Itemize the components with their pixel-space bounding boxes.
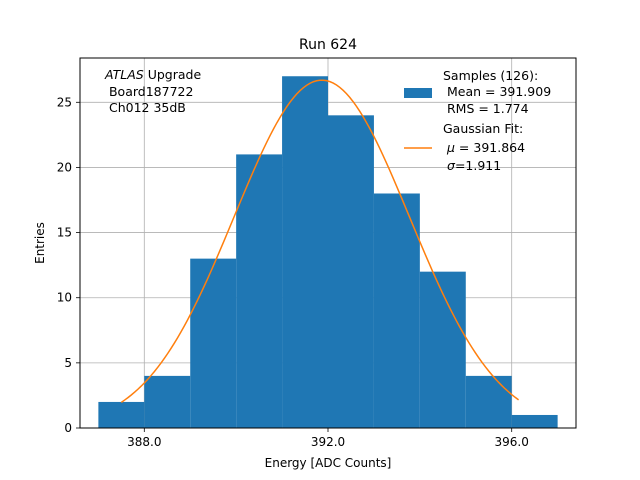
- legend-fit-line-2: μ = 391.864: [446, 140, 525, 155]
- y-axis-label: Entries: [33, 222, 47, 264]
- y-tick-label: 0: [64, 421, 72, 435]
- mu-value: = 391.864: [455, 140, 525, 155]
- histogram-bar: [465, 375, 512, 428]
- chart-title: Run 624: [299, 37, 357, 53]
- legend-samples-line-2: Mean = 391.909: [443, 84, 551, 99]
- legend-samples-line-1: Samples (126):: [443, 68, 538, 83]
- legend-samples-line-3: RMS = 1.774: [443, 101, 529, 116]
- sigma-symbol: σ: [447, 158, 456, 173]
- upgrade-label: Upgrade: [144, 67, 202, 82]
- x-axis-label: Energy [ADC Counts]: [265, 456, 392, 470]
- histogram-bar: [236, 154, 283, 428]
- y-axis-ticks: 0 5 10 15 20 25: [57, 95, 80, 435]
- y-tick-label: 20: [57, 160, 72, 174]
- atlas-label: ATLAS: [104, 67, 144, 82]
- y-tick-label: 10: [57, 291, 72, 305]
- histogram-bar: [98, 401, 145, 428]
- legend-fit-line-3: σ=1.911: [447, 158, 501, 173]
- histogram-bar: [144, 375, 191, 428]
- histogram-bar: [328, 115, 374, 428]
- x-tick-label: 396.0: [495, 435, 529, 449]
- histogram-bar: [511, 414, 558, 428]
- mu-symbol: μ: [446, 140, 455, 155]
- annotation-line-1: ATLAS Upgrade: [104, 67, 201, 82]
- x-tick-label: 388.0: [127, 435, 161, 449]
- bars: [98, 76, 558, 428]
- y-tick-label: 25: [57, 95, 72, 109]
- annotation-line-3: Ch012 35dB: [105, 100, 186, 115]
- annotation-line-2: Board187722: [105, 84, 193, 99]
- legend: Samples (126): Mean = 391.909 RMS = 1.77…: [404, 68, 551, 173]
- y-tick-label: 5: [64, 356, 72, 370]
- histogram-bar: [190, 258, 237, 428]
- y-tick-label: 15: [57, 226, 72, 240]
- legend-fit-line-1: Gaussian Fit:: [443, 121, 523, 136]
- histogram-bar: [282, 76, 328, 428]
- histogram-bar: [373, 193, 420, 428]
- x-axis-ticks: 388.0 392.0 396.0: [127, 428, 529, 449]
- histogram-bar: [419, 271, 466, 428]
- annotation-box: ATLAS Upgrade Board187722 Ch012 35dB: [104, 67, 201, 115]
- x-tick-label: 392.0: [311, 435, 345, 449]
- legend-samples-patch: [404, 88, 432, 98]
- sigma-value: =1.911: [455, 158, 501, 173]
- gaussian-fit-curve: [120, 79, 520, 403]
